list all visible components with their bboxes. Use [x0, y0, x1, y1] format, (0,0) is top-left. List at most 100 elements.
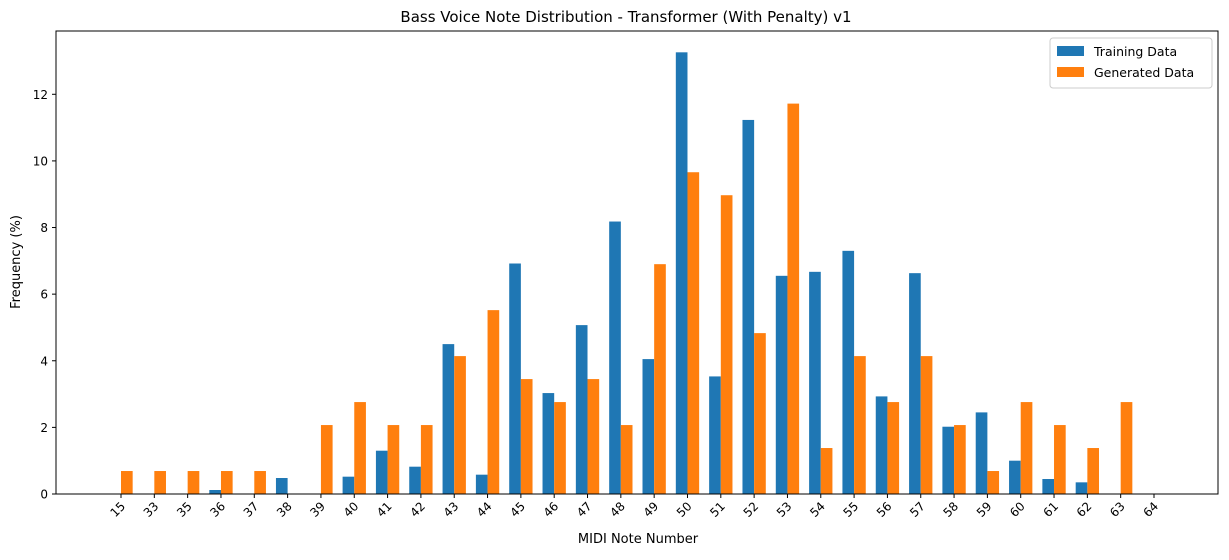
x-tick-label: 60: [1007, 499, 1028, 520]
training-bar-46: [542, 393, 555, 494]
generated-bar-43: [454, 356, 466, 494]
generated-bar-60: [1020, 402, 1033, 494]
x-tick-label: 48: [607, 499, 628, 520]
legend: Training Data Generated Data: [1049, 37, 1213, 89]
x-tick-label: 45: [507, 499, 528, 520]
x-axis-label: MIDI Note Number: [578, 532, 699, 547]
training-bar-38: [275, 478, 288, 494]
generated-bar-59: [987, 471, 1000, 494]
training-bar-59: [975, 412, 988, 494]
training-bar-36: [209, 490, 221, 494]
training-bar-43: [442, 344, 455, 494]
x-tick-label: 33: [141, 499, 162, 520]
training-bar-60: [1009, 460, 1021, 494]
x-tick-label: 57: [907, 499, 928, 520]
x-tick-label: 62: [1074, 499, 1095, 520]
y-tick-label: 4: [40, 354, 48, 368]
x-tick-label: 44: [474, 499, 495, 520]
training-bar-44: [475, 474, 488, 494]
x-tick-label: 55: [841, 499, 862, 520]
y-tick-label: 12: [33, 88, 48, 102]
x-tick-label: 52: [741, 499, 762, 520]
y-tick-label: 2: [40, 421, 48, 435]
legend-label: Training Data: [1093, 44, 1177, 59]
training-bar-41: [375, 450, 388, 494]
training-bar-54: [809, 271, 821, 494]
x-tick-label: 36: [207, 499, 228, 520]
training-bar-45: [509, 263, 521, 494]
training-bar-61: [1042, 479, 1055, 494]
y-tick-label: 6: [40, 288, 48, 302]
plot-frame: [55, 30, 1219, 495]
generated-bar-49: [654, 264, 666, 494]
x-tick-label: 53: [774, 499, 795, 520]
generated-bar-41: [387, 425, 400, 494]
generated-bar-61: [1054, 425, 1066, 494]
training-bar-55: [842, 250, 855, 494]
y-tick-label: 8: [40, 221, 48, 235]
x-tick-label: 47: [574, 499, 595, 520]
generated-bar-58: [954, 425, 966, 494]
x-tick-label: 35: [174, 499, 195, 520]
generated-bar-35: [187, 471, 200, 494]
generated-bar-47: [587, 379, 600, 494]
x-tick-label: 61: [1040, 499, 1061, 520]
legend-box: [1049, 37, 1213, 89]
training-bar-48: [609, 221, 621, 494]
generated-bar-36: [220, 471, 233, 494]
generated-bar-57: [920, 356, 933, 494]
x-tick-label: 15: [107, 499, 128, 520]
x-tick-label: 46: [541, 499, 562, 520]
training-bar-40: [342, 476, 355, 494]
x-axis: 15 33 35 36 37 38 39 40 41 42 43 44 45 46 47 48 49 50 51 52…: [107, 494, 1161, 520]
generated-bar-54: [820, 448, 833, 494]
training-bar-50: [675, 52, 688, 494]
generated-bar-39: [320, 425, 333, 494]
y-tick-label: 10: [33, 154, 48, 168]
generated-bar-40: [354, 402, 366, 494]
generated-bar-42: [420, 425, 433, 494]
training-bar-56: [875, 396, 888, 494]
generated-bar-48: [620, 425, 633, 494]
generated-bar-51: [720, 195, 733, 494]
training-bar-53: [775, 275, 788, 494]
training-bar-42: [409, 466, 421, 494]
y-tick-label: 0: [40, 488, 48, 502]
x-tick-label: 42: [407, 499, 428, 520]
x-tick-label: 49: [641, 499, 662, 520]
legend-swatch: [1057, 46, 1084, 56]
generated-bar-56: [887, 402, 900, 494]
generated-bar-55: [854, 356, 866, 494]
x-tick-label: 39: [307, 499, 328, 520]
bars-group: [121, 52, 1133, 495]
generated-bar-33: [154, 471, 166, 494]
x-tick-label: 58: [940, 499, 961, 520]
x-tick-label: 54: [807, 499, 828, 520]
generated-bar-62: [1087, 448, 1100, 494]
generated-bar-46: [554, 402, 566, 494]
x-tick-label: 56: [874, 499, 895, 520]
generated-bar-52: [754, 333, 766, 494]
training-bar-57: [909, 273, 921, 494]
x-tick-label: 38: [274, 499, 295, 520]
x-tick-label: 37: [241, 499, 262, 520]
legend-label: Generated Data: [1094, 65, 1194, 80]
generated-bar-15: [121, 471, 133, 494]
x-tick-label: 64: [1140, 499, 1161, 520]
training-bar-62: [1075, 482, 1088, 494]
x-tick-label: 51: [707, 499, 728, 520]
training-bar-49: [642, 359, 655, 494]
y-axis: 0 2 4 6 8 10 12: [33, 88, 56, 502]
training-bar-52: [742, 119, 755, 494]
x-tick-label: 43: [441, 499, 462, 520]
generated-bar-45: [520, 379, 533, 494]
training-bar-51: [709, 376, 721, 494]
generated-bar-53: [787, 103, 800, 495]
y-axis-label: Frequency (%): [9, 215, 24, 309]
x-tick-label: 40: [341, 499, 362, 520]
chart-title: Bass Voice Note Distribution - Transform…: [400, 8, 851, 26]
generated-bar-63: [1120, 402, 1133, 494]
generated-bar-37: [254, 471, 266, 494]
